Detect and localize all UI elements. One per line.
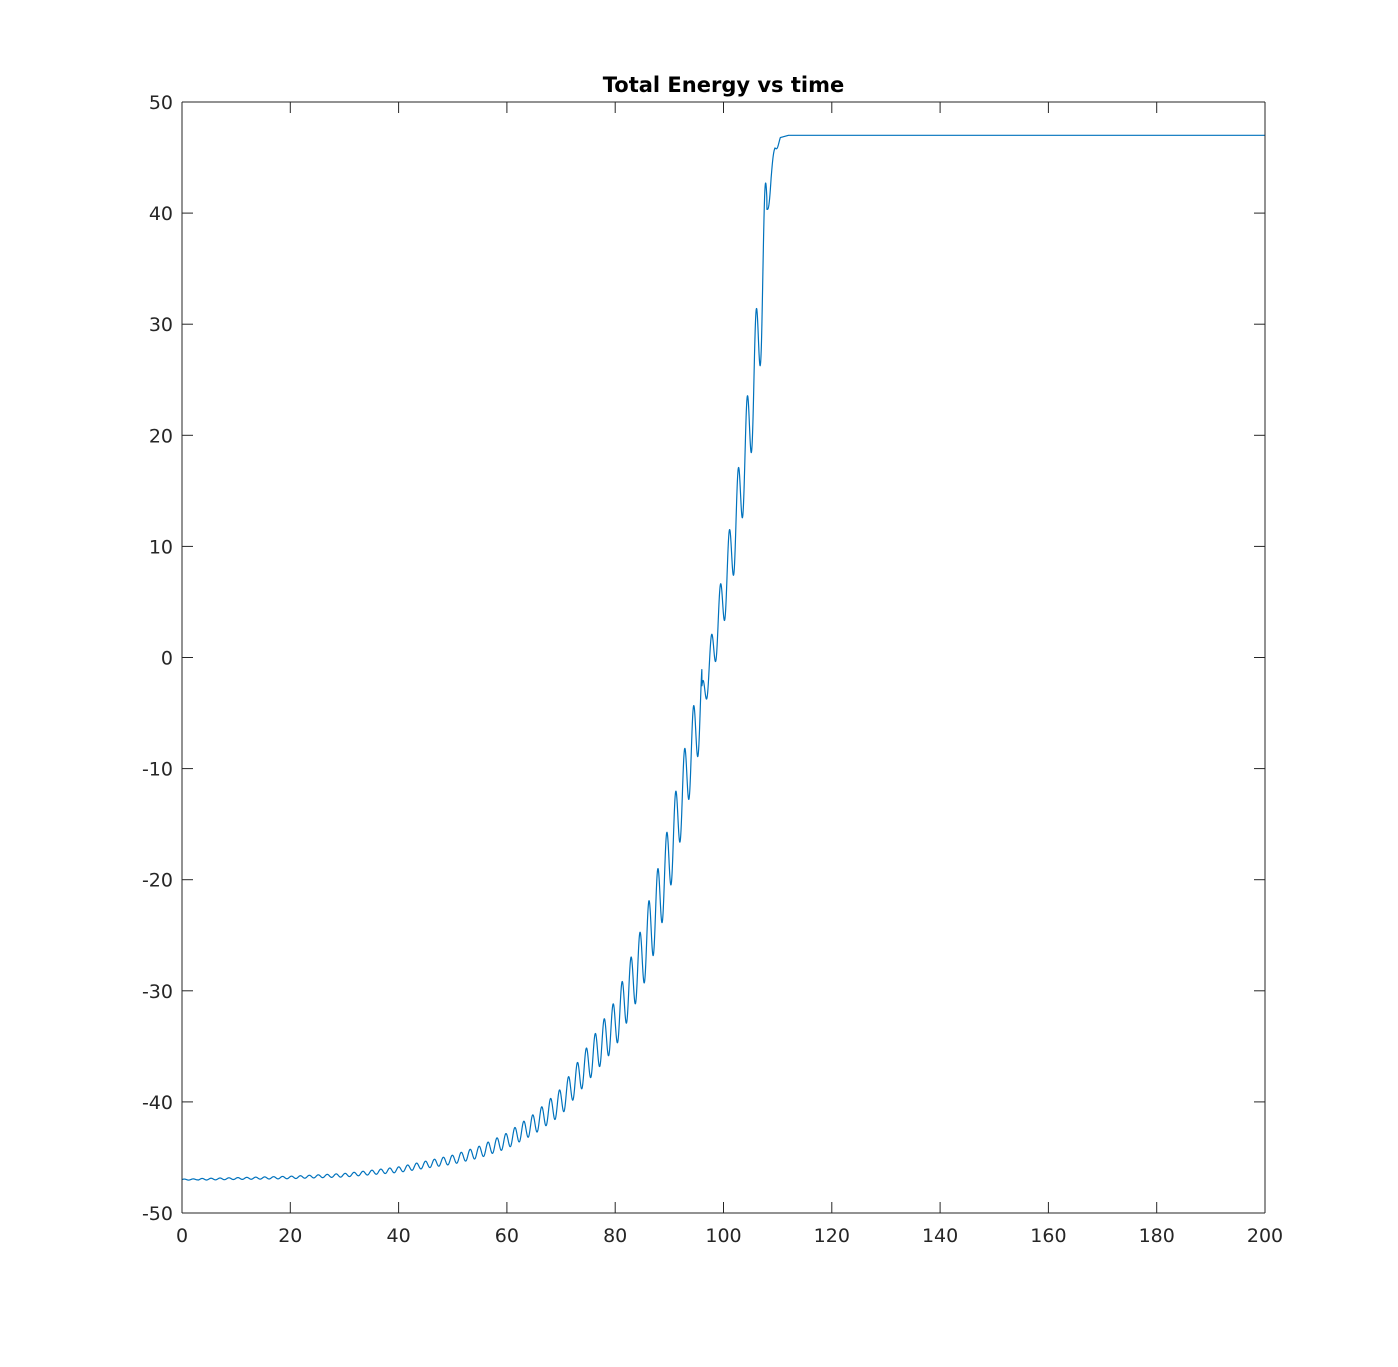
y-tick-label--40: -40 <box>142 1092 173 1114</box>
series-layer <box>181 134 1266 1181</box>
x-tick-label-80: 80 <box>603 1225 627 1247</box>
y-tick-label-30: 30 <box>149 314 173 336</box>
x-tick-label-20: 20 <box>278 1225 302 1247</box>
x-tick-label-100: 100 <box>705 1225 741 1247</box>
x-tick-label-40: 40 <box>387 1225 411 1247</box>
x-tick-label-120: 120 <box>814 1225 850 1247</box>
y-tick-label-20: 20 <box>149 425 173 447</box>
x-tick-label-200: 200 <box>1247 1225 1283 1247</box>
y-tick-label--30: -30 <box>142 981 173 1003</box>
y-tick-label-50: 50 <box>149 92 173 114</box>
x-tick-label-160: 160 <box>1030 1225 1066 1247</box>
x-tick-label-140: 140 <box>922 1225 958 1247</box>
chart-title: Total Energy vs time <box>603 73 844 97</box>
axes-layer: 0 20 40 60 80 100 120 140 160 180 200-50-40-30-20-… <box>142 92 1283 1247</box>
y-tick-label--20: -20 <box>142 870 173 892</box>
x-tick-label-0: 0 <box>176 1225 188 1247</box>
plot-area <box>182 102 1265 1213</box>
series-line-0 <box>181 134 1266 1181</box>
y-tick-label--10: -10 <box>142 759 173 781</box>
y-tick-label--50: -50 <box>142 1203 173 1225</box>
y-tick-label-10: 10 <box>149 536 173 558</box>
x-tick-label-60: 60 <box>495 1225 519 1247</box>
y-tick-label-0: 0 <box>161 648 173 670</box>
x-tick-label-180: 180 <box>1139 1225 1175 1247</box>
y-tick-label-40: 40 <box>149 203 173 225</box>
